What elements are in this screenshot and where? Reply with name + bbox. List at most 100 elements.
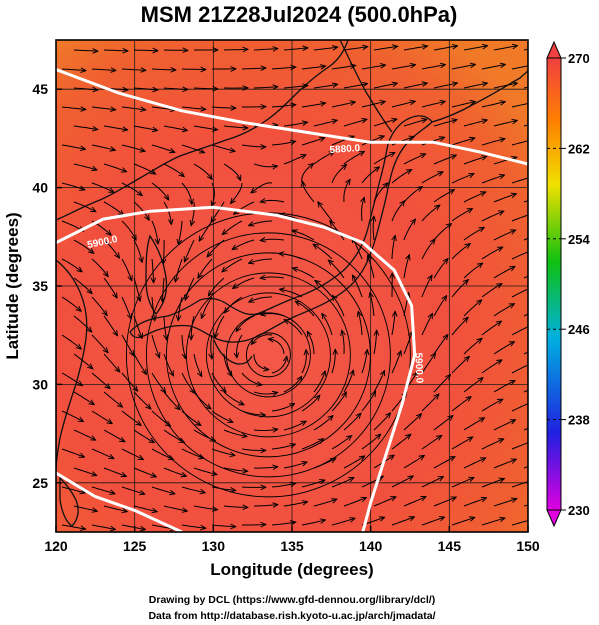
streamline-arrow-259 [163,353,173,376]
y-axis: 25 30 35 40 45 [32,81,62,491]
streamline-arrow-364 [433,457,455,469]
streamline-arrow-237 [463,300,481,317]
y-tick-label-30: 30 [32,376,48,392]
streamline-arrow-115 [151,182,168,200]
streamline-arrow-376 [301,480,324,488]
streamline-arrow-273 [91,372,110,388]
streamline-arrow-402 [121,524,145,529]
streamline-arrow-149 [199,220,213,241]
streamline-arrow-74 [373,119,396,127]
streamline-arrow-135 [261,200,285,202]
streamline-arrow-177 [91,258,108,276]
streamline-arrow-103 [283,155,306,165]
streamline-arrow-102 [253,163,277,167]
streamline-arrow-236 [433,296,446,317]
streamline-arrow-62 [481,102,505,108]
streamline-arrow-22 [241,68,265,69]
streamline-arrow-293 [223,391,244,405]
streamline-arrow-262 [253,353,268,370]
x-axis-label: Longitude (degrees) [210,560,373,579]
streamline-arrow-61 [451,102,475,108]
streamline-arrow-40 [313,84,337,89]
streamline-arrow-281 [331,350,335,374]
streamline-arrow-316 [421,394,439,412]
streamline-arrow-396 [433,497,456,507]
streamline-arrow-150 [223,220,243,234]
streamline-arrow-321 [103,429,124,442]
streamline-arrow-248 [285,320,303,336]
streamline-arrow-340 [181,448,204,458]
streamline-arrow-347 [391,435,410,450]
streamline-arrow-36 [193,88,217,89]
streamline-arrow-408 [301,520,325,526]
streamline-arrow-394 [373,497,396,507]
streamline-arrow-361 [343,456,364,469]
streamline-arrow-24 [301,66,325,69]
streamline-arrow-196 [185,277,195,300]
streamline-arrow-411 [391,517,414,526]
streamline-arrow-121 [331,165,346,184]
streamline-arrow-27 [391,65,415,70]
streamline-arrow-119 [251,182,273,193]
streamline-arrow-161 [103,239,119,258]
streamline-arrow-105 [343,152,364,165]
streamline-arrow-383 [511,481,528,488]
streamline-arrow-14 [493,46,517,51]
streamline-arrow-363 [403,456,424,469]
streamline-arrow-220 [421,276,432,298]
streamline-arrow-174 [493,230,515,241]
x-tick-label-125: 125 [123,538,147,554]
vortex-ring-42 [225,312,311,398]
streamline-arrow-87 [271,141,295,146]
streamline-arrow-148 [178,220,183,244]
streamline-arrow-386 [133,505,157,512]
streamline-arrow-114 [121,182,142,195]
streamline-arrow-57 [331,102,355,108]
contour-label-north: 5880.0 [329,143,361,156]
streamline-arrow-82 [121,144,145,151]
streamline-arrow-186 [353,238,363,260]
streamline-arrow-380 [421,477,443,488]
streamline-arrow-31 [511,65,528,70]
streamline-arrow-268 [433,335,448,355]
streamline-arrow-71 [283,122,307,127]
streamline-arrow-253 [451,318,468,336]
streamline-arrow-157 [451,209,472,222]
streamline-arrow-291 [163,391,180,409]
streamline-arrow-151 [249,220,273,225]
streamline-arrow-216 [280,289,303,298]
streamline-arrow-284 [421,354,435,374]
credit-data: Data from http://database.rish.kyoto-u.a… [148,610,435,622]
colorbar: 230 238 246 254 262 270 [546,40,590,528]
streamline-arrow-234 [370,293,375,317]
streamline-arrow-197 [209,277,225,296]
streamline-arrow-341 [211,448,235,455]
streamline-arrow-393 [343,498,366,507]
x-tick-label-150: 150 [516,538,540,554]
colorbar-tick-label-230: 230 [568,503,590,518]
streamline-arrow-256 [73,353,92,369]
streamline-arrow-224 [73,315,91,332]
streamline-arrow-395 [403,497,426,507]
y-tick-label-25: 25 [32,475,48,491]
streamline-arrow-269 [463,339,482,355]
streamline-arrow-45 [463,83,487,89]
x-tick-label-120: 120 [44,538,68,554]
streamline-arrow-246 [237,334,243,357]
streamline-arrow-295 [283,377,301,393]
streamline-arrow-191 [511,251,528,260]
streamline-arrow-294 [253,392,277,394]
vortex-ring-122 [145,232,391,478]
streamline-arrow-25 [331,66,355,70]
streamline-arrow-179 [152,258,154,282]
streamline-arrow-377 [331,478,354,488]
streamline-arrow-375 [271,484,295,488]
streamline-arrow-359 [283,462,307,469]
plot-area: 5880.0 5900.0 5900.0 [55,39,529,533]
streamline-arrow-101 [223,163,240,180]
streamline-arrow-123 [391,170,411,184]
streamline-arrow-297 [343,371,353,393]
streamline-arrow-30 [481,65,505,70]
streamline-arrow-275 [151,372,165,392]
streamline-arrow-405 [211,525,235,527]
